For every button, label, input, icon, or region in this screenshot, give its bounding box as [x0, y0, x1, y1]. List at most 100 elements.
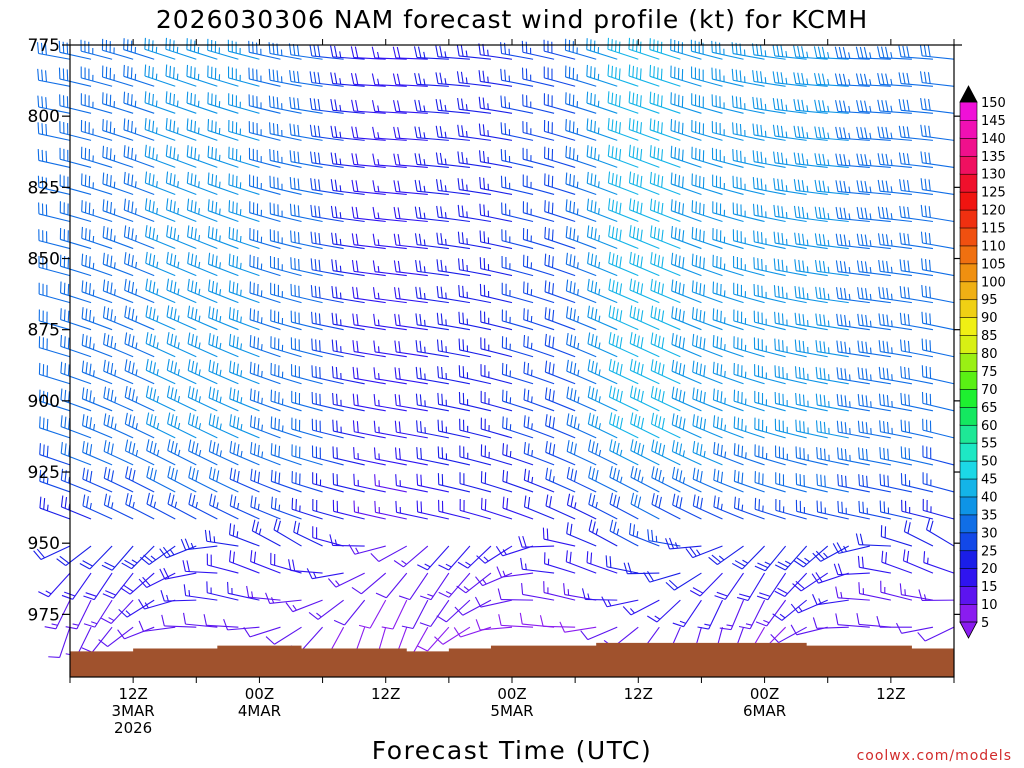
barb-feather: [149, 306, 152, 319]
barb-feather: [860, 180, 864, 192]
barb-feather: [44, 626, 56, 630]
barb-shaft: [102, 156, 134, 168]
barb-shaft: [544, 50, 576, 60]
wind-barb: [629, 385, 660, 412]
colorbar-label: 55: [981, 437, 998, 452]
wind-barb: [123, 198, 155, 223]
barb-shaft: [229, 344, 260, 358]
barb-half-feather: [156, 288, 159, 295]
wind-barb: [899, 259, 934, 277]
barb-shaft: [774, 135, 807, 141]
barb-feather: [618, 122, 621, 134]
barb-shaft: [411, 626, 429, 656]
barb-feather: [566, 386, 570, 399]
barb-half-feather: [724, 424, 727, 431]
wind-barb: [899, 583, 934, 601]
barb-feather: [629, 251, 632, 264]
barb-feather: [505, 417, 508, 430]
barb-feather: [923, 71, 927, 84]
barb-half-feather: [423, 51, 426, 59]
barb-feather: [334, 99, 338, 111]
wind-barb: [348, 544, 386, 555]
colorbar-label: 75: [981, 365, 998, 380]
wind-barb: [754, 390, 786, 412]
barb-feather: [552, 283, 555, 295]
barb-shaft: [522, 593, 555, 601]
barb-shaft: [923, 562, 955, 574]
wind-barb: [565, 199, 597, 223]
barb-feather: [773, 285, 776, 297]
colorbar-cell: [959, 245, 978, 265]
wind-barb: [290, 337, 323, 358]
barb-feather: [190, 146, 193, 158]
barb-feather: [923, 551, 926, 563]
barb-feather: [375, 592, 387, 599]
wind-barb: [754, 545, 787, 572]
barb-half-feather: [377, 266, 380, 273]
barb-shaft: [395, 190, 428, 196]
wind-barb: [60, 361, 92, 385]
barb-half-feather: [444, 158, 447, 165]
barb-feather: [334, 45, 338, 58]
barb-shaft: [459, 429, 492, 439]
wind-barb: [920, 97, 955, 114]
wind-barb: [270, 552, 302, 574]
wind-barb: [381, 599, 408, 630]
barb-shaft: [838, 297, 870, 304]
wind-barb: [38, 309, 71, 331]
barb-feather: [818, 180, 822, 192]
barb-feather: [731, 42, 734, 54]
barb-feather: [740, 150, 742, 163]
barb-feather: [720, 444, 723, 457]
barb-shaft: [523, 185, 555, 195]
barb-half-feather: [423, 293, 426, 300]
barb-feather: [117, 629, 125, 640]
wind-barb: [836, 367, 870, 385]
wind-barb: [523, 441, 555, 466]
wind-barb: [479, 176, 513, 195]
barb-feather: [45, 97, 48, 109]
barb-feather: [876, 46, 881, 58]
barb-feather: [822, 261, 826, 273]
barb-feather: [190, 92, 193, 105]
barb-feather: [145, 225, 148, 237]
wind-barb: [330, 125, 365, 141]
barb-half-feather: [531, 450, 534, 457]
barb-feather: [276, 97, 279, 109]
wind-barb: [835, 100, 870, 114]
barb-shaft: [671, 317, 702, 331]
wind-barb: [898, 72, 933, 87]
barb-half-feather: [177, 342, 180, 349]
barb-shaft: [270, 186, 302, 195]
barb-shaft: [80, 50, 113, 60]
barb-shaft: [880, 511, 913, 520]
barb-feather: [118, 608, 128, 618]
barb-feather: [148, 253, 152, 265]
wind-barb: [544, 173, 576, 195]
colorbar-label: 130: [981, 168, 1006, 183]
barb-feather: [482, 70, 485, 83]
barb-feather: [257, 364, 260, 376]
barb-half-feather: [198, 315, 201, 322]
barb-feather: [668, 579, 679, 589]
barb-half-feather: [840, 591, 843, 599]
barb-feather: [313, 152, 317, 164]
wind-barb: [228, 280, 260, 304]
wind-barb: [857, 367, 891, 385]
barb-feather: [619, 175, 622, 188]
barb-half-feather: [574, 502, 577, 509]
barb-feather: [781, 206, 784, 218]
barb-shaft: [250, 479, 281, 493]
barb-feather: [297, 98, 300, 110]
barb-feather: [314, 312, 317, 325]
wind-barb: [523, 361, 555, 385]
barb-shaft: [207, 156, 239, 168]
barb-feather: [566, 466, 570, 479]
barb-feather: [145, 358, 149, 371]
wind-barb: [478, 150, 513, 168]
wind-barb: [816, 473, 849, 493]
barb-shaft: [859, 378, 891, 385]
barb-feather: [397, 153, 401, 166]
barb-shaft: [566, 397, 597, 412]
barb-feather: [504, 123, 507, 135]
